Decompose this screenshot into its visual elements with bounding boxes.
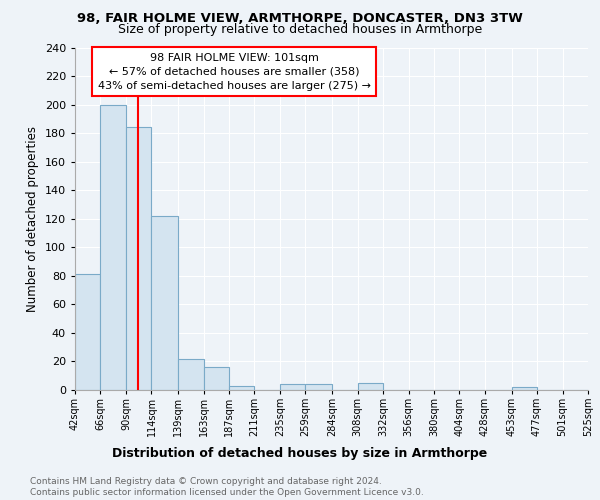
Bar xyxy=(305,384,332,390)
Bar xyxy=(512,387,537,390)
Text: Contains HM Land Registry data © Crown copyright and database right 2024.
Contai: Contains HM Land Registry data © Crown c… xyxy=(30,478,424,497)
Text: 98 FAIR HOLME VIEW: 101sqm
← 57% of detached houses are smaller (358)
43% of sem: 98 FAIR HOLME VIEW: 101sqm ← 57% of deta… xyxy=(98,52,371,90)
Text: Distribution of detached houses by size in Armthorpe: Distribution of detached houses by size … xyxy=(112,448,488,460)
Bar xyxy=(75,274,100,390)
Text: Size of property relative to detached houses in Armthorpe: Size of property relative to detached ho… xyxy=(118,22,482,36)
Bar xyxy=(203,367,229,390)
Bar xyxy=(280,384,305,390)
Bar xyxy=(100,104,126,390)
Y-axis label: Number of detached properties: Number of detached properties xyxy=(26,126,39,312)
Bar xyxy=(229,386,254,390)
Text: 98, FAIR HOLME VIEW, ARMTHORPE, DONCASTER, DN3 3TW: 98, FAIR HOLME VIEW, ARMTHORPE, DONCASTE… xyxy=(77,12,523,26)
Bar xyxy=(178,358,203,390)
Bar xyxy=(358,383,383,390)
Bar xyxy=(151,216,178,390)
Bar xyxy=(126,128,151,390)
